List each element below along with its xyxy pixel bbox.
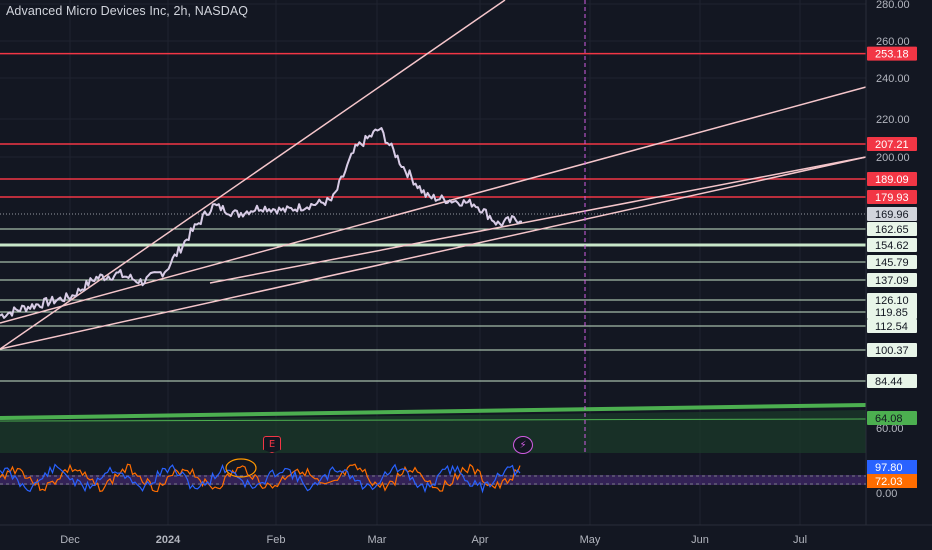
price-tick-label: 260.00 xyxy=(876,36,910,48)
time-tick-label: May xyxy=(580,534,601,546)
price-tick-label: 60.00 xyxy=(876,423,904,435)
price-level-badge xyxy=(867,293,917,307)
price-level-label: 145.79 xyxy=(875,257,909,269)
price-level-label: 189.09 xyxy=(875,174,909,186)
oscillator-band xyxy=(0,475,866,485)
time-tick-label: Dec xyxy=(60,534,80,546)
price-level-label: 207.21 xyxy=(875,139,909,151)
osc-d-badge xyxy=(867,474,917,488)
price-level-label: 100.37 xyxy=(875,345,909,357)
price-level-label: 253.18 xyxy=(875,49,909,61)
stoch-d-line xyxy=(0,463,521,493)
osc-tick-label: 0.00 xyxy=(876,488,897,500)
price-level-badge xyxy=(867,255,917,269)
price-level-label: 64.08 xyxy=(875,413,903,425)
time-tick-label: Mar xyxy=(368,534,387,546)
time-tick-label: 2024 xyxy=(156,534,181,546)
price-level-badge xyxy=(867,374,917,388)
symbol-title: Advanced Micro Devices Inc, 2h, NASDAQ xyxy=(6,4,249,18)
price-tick-label: 280.00 xyxy=(876,0,910,11)
price-level-label: 169.96 xyxy=(875,209,909,221)
price-level-badge xyxy=(867,46,917,61)
price-level-badge xyxy=(867,238,917,252)
time-tick-label: Jul xyxy=(793,534,807,546)
stoch-k-line xyxy=(0,463,521,494)
trend-line xyxy=(209,156,867,284)
price-level-badge xyxy=(867,207,917,221)
price-level-badge xyxy=(867,319,917,333)
price-level-label: 137.09 xyxy=(875,275,909,287)
price-level-label: 179.93 xyxy=(875,192,909,204)
osc-k-label: 97.80 xyxy=(875,462,903,474)
time-tick-label: Jun xyxy=(691,534,709,546)
price-level-label: 84.44 xyxy=(875,376,903,388)
price-level-badge xyxy=(867,305,917,319)
ma-line-lower xyxy=(0,418,867,422)
price-tick-label: 200.00 xyxy=(876,152,910,164)
highlight-ellipse xyxy=(225,458,257,478)
price-level-badge xyxy=(867,137,917,151)
price-level-badge xyxy=(867,222,917,236)
price-tick-label: 240.00 xyxy=(876,73,910,85)
trend-line xyxy=(0,156,867,350)
ma-line xyxy=(0,403,867,420)
earnings-event-icon[interactable]: E xyxy=(263,436,281,453)
price-level-label: 126.10 xyxy=(875,295,909,307)
price-tick-label: 220.00 xyxy=(876,114,910,126)
price-level-badge xyxy=(867,343,917,357)
time-tick-label: Apr xyxy=(471,534,488,546)
price-level-badge xyxy=(867,190,917,204)
osc-k-badge xyxy=(867,460,917,474)
price-series-line xyxy=(0,127,523,319)
price-level-label: 154.62 xyxy=(875,240,909,252)
dividend-event-icon[interactable]: ⚡ xyxy=(513,436,533,454)
time-tick-label: Feb xyxy=(267,534,286,546)
price-level-label: 119.85 xyxy=(875,307,908,319)
price-level-badge xyxy=(867,172,917,186)
price-level-label: 112.54 xyxy=(875,321,908,333)
osc-d-label: 72.03 xyxy=(875,476,903,488)
price-level-badge xyxy=(867,411,917,425)
price-level-badge xyxy=(867,273,917,287)
price-level-label: 162.65 xyxy=(875,224,909,236)
